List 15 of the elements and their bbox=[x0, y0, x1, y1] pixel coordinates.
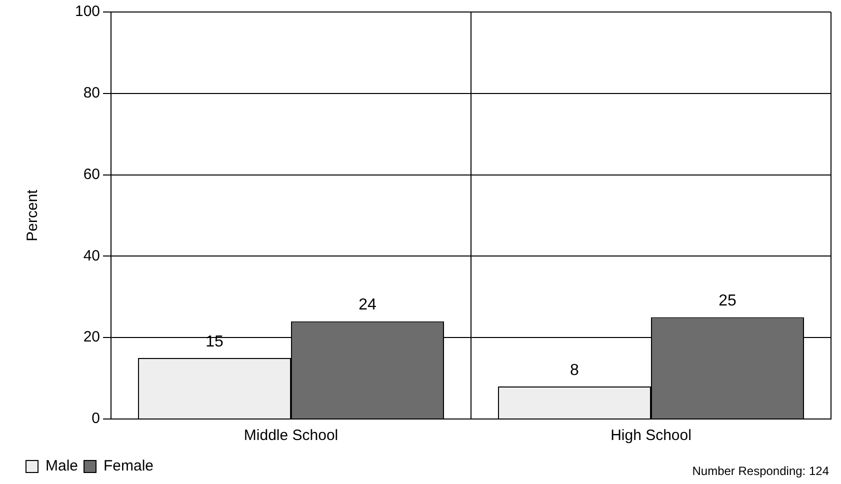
data-label: 8 bbox=[570, 362, 580, 379]
y-tick-label: 60 bbox=[83, 166, 100, 183]
y-tick-label: 80 bbox=[83, 84, 100, 102]
y-tick-label: 20 bbox=[83, 328, 100, 346]
y-tick-label: 100 bbox=[74, 3, 100, 20]
data-label: 25 bbox=[718, 292, 737, 310]
x-tick-label: High School bbox=[610, 427, 692, 444]
data-label: 24 bbox=[358, 296, 377, 314]
y-tick-label: 0 bbox=[92, 410, 100, 428]
legend-label: Male bbox=[46, 458, 78, 475]
y-tick-label: 40 bbox=[83, 247, 100, 264]
text: Number Responding: 124 bbox=[692, 464, 829, 478]
legend-label: Female bbox=[104, 458, 154, 475]
x-tick-label: Middle School bbox=[244, 427, 338, 444]
y-axis-title: Percent bbox=[24, 188, 42, 242]
